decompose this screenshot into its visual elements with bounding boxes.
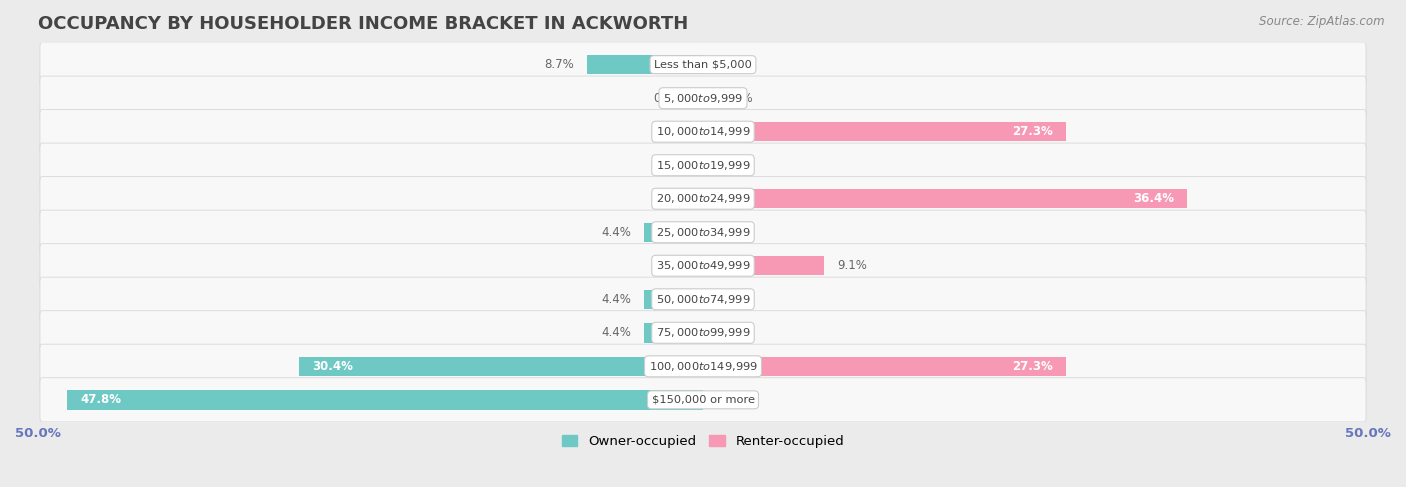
Bar xyxy=(644,290,703,309)
Text: $5,000 to $9,999: $5,000 to $9,999 xyxy=(664,92,742,105)
Text: 8.7%: 8.7% xyxy=(544,58,574,71)
Text: 30.4%: 30.4% xyxy=(312,360,353,373)
FancyBboxPatch shape xyxy=(39,210,1367,254)
Text: $35,000 to $49,999: $35,000 to $49,999 xyxy=(655,259,751,272)
FancyBboxPatch shape xyxy=(39,277,1367,321)
Text: $15,000 to $19,999: $15,000 to $19,999 xyxy=(655,159,751,172)
Text: 0.0%: 0.0% xyxy=(723,58,752,71)
Bar xyxy=(703,256,824,276)
Bar xyxy=(298,356,703,376)
Bar xyxy=(67,390,703,410)
Text: 0.0%: 0.0% xyxy=(654,125,683,138)
Text: 36.4%: 36.4% xyxy=(1133,192,1174,205)
Text: Less than $5,000: Less than $5,000 xyxy=(654,60,752,70)
Bar xyxy=(588,55,703,75)
FancyBboxPatch shape xyxy=(39,244,1367,288)
FancyBboxPatch shape xyxy=(39,110,1367,154)
Text: Source: ZipAtlas.com: Source: ZipAtlas.com xyxy=(1260,15,1385,28)
Text: 0.0%: 0.0% xyxy=(723,293,752,306)
FancyBboxPatch shape xyxy=(39,76,1367,120)
Text: $20,000 to $24,999: $20,000 to $24,999 xyxy=(655,192,751,205)
Text: 27.3%: 27.3% xyxy=(1012,125,1053,138)
Text: $50,000 to $74,999: $50,000 to $74,999 xyxy=(655,293,751,306)
Text: OCCUPANCY BY HOUSEHOLDER INCOME BRACKET IN ACKWORTH: OCCUPANCY BY HOUSEHOLDER INCOME BRACKET … xyxy=(38,15,688,33)
FancyBboxPatch shape xyxy=(39,378,1367,422)
Text: 0.0%: 0.0% xyxy=(654,159,683,172)
Text: 0.0%: 0.0% xyxy=(654,259,683,272)
Text: $25,000 to $34,999: $25,000 to $34,999 xyxy=(655,226,751,239)
Text: 0.0%: 0.0% xyxy=(654,192,683,205)
Bar xyxy=(644,323,703,342)
Text: 4.4%: 4.4% xyxy=(602,326,631,339)
Bar xyxy=(703,189,1187,208)
FancyBboxPatch shape xyxy=(39,311,1367,355)
Bar xyxy=(703,356,1066,376)
Text: 4.4%: 4.4% xyxy=(602,293,631,306)
Text: 0.0%: 0.0% xyxy=(723,92,752,105)
Text: $10,000 to $14,999: $10,000 to $14,999 xyxy=(655,125,751,138)
FancyBboxPatch shape xyxy=(39,143,1367,187)
Bar xyxy=(644,223,703,242)
FancyBboxPatch shape xyxy=(39,42,1367,87)
Text: 4.4%: 4.4% xyxy=(602,226,631,239)
Text: 9.1%: 9.1% xyxy=(838,259,868,272)
Text: 0.0%: 0.0% xyxy=(723,226,752,239)
Text: 0.0%: 0.0% xyxy=(723,393,752,406)
Legend: Owner-occupied, Renter-occupied: Owner-occupied, Renter-occupied xyxy=(557,430,849,453)
Bar xyxy=(703,122,1066,141)
Text: 47.8%: 47.8% xyxy=(80,393,121,406)
Text: $150,000 or more: $150,000 or more xyxy=(651,395,755,405)
Text: 0.0%: 0.0% xyxy=(723,159,752,172)
FancyBboxPatch shape xyxy=(39,177,1367,221)
Text: 27.3%: 27.3% xyxy=(1012,360,1053,373)
Text: 0.0%: 0.0% xyxy=(654,92,683,105)
Text: $75,000 to $99,999: $75,000 to $99,999 xyxy=(655,326,751,339)
Text: $100,000 to $149,999: $100,000 to $149,999 xyxy=(648,360,758,373)
Text: 0.0%: 0.0% xyxy=(723,326,752,339)
FancyBboxPatch shape xyxy=(39,344,1367,389)
